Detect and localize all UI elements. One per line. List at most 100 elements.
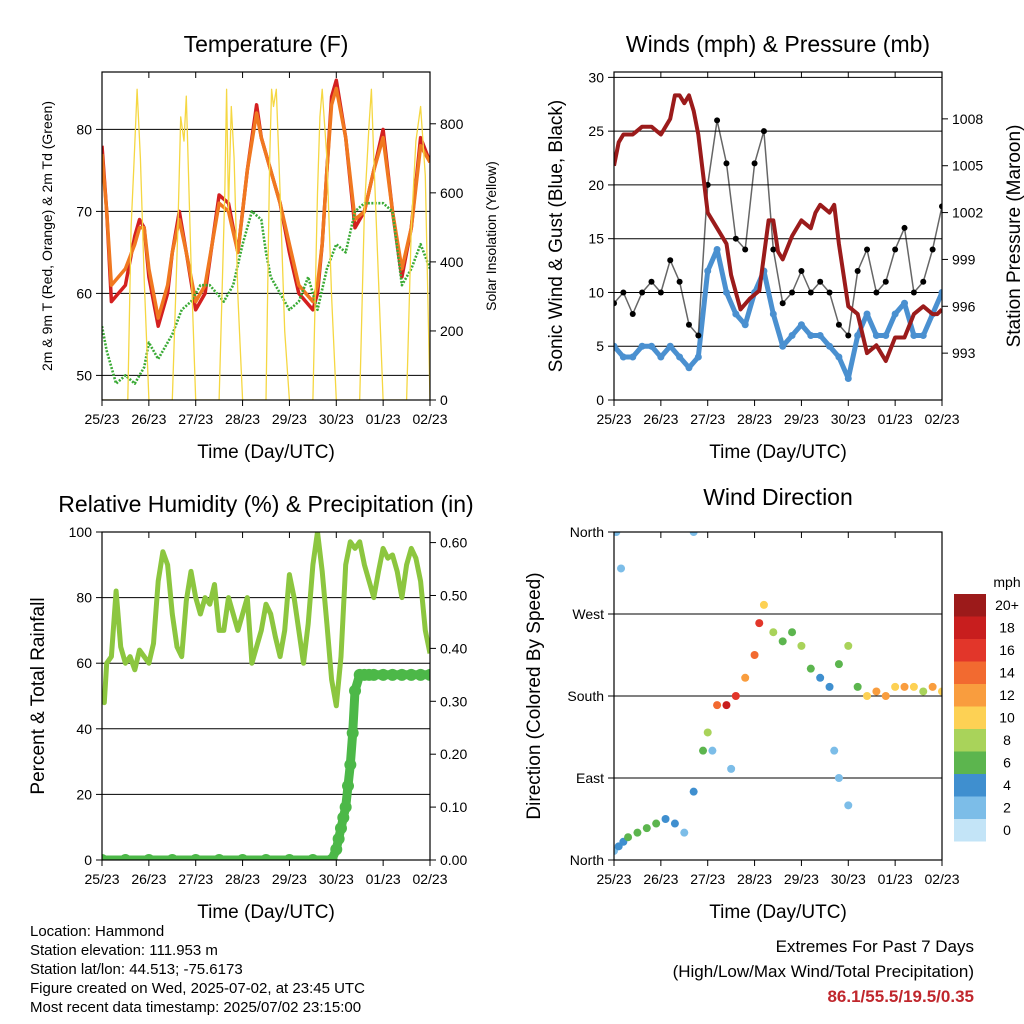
x-tick-label: 30/23 <box>319 871 354 887</box>
gust-trace <box>614 119 942 337</box>
x-axis-label: Time (Day/UTC) <box>197 902 335 923</box>
y-right-tick-label: 0.20 <box>440 746 467 762</box>
legend-label: 20+ <box>995 597 1019 613</box>
direction-point <box>825 682 834 691</box>
direction-point <box>633 828 642 837</box>
y-right-tick-label: 0.50 <box>440 587 467 603</box>
y-right-tick-label: 0.00 <box>440 852 467 868</box>
y-right-tick-label: 996 <box>952 298 976 314</box>
x-tick-label: 27/23 <box>690 871 725 887</box>
legend-swatch <box>954 684 986 707</box>
y-right-tick-label: 1008 <box>952 111 983 127</box>
plot-area <box>614 93 942 382</box>
legend-swatch <box>954 796 986 819</box>
x-axis-label: Time (Day/UTC) <box>197 442 335 463</box>
legend-label: 18 <box>999 620 1015 636</box>
latlon-text: Station lat/lon: 44.513; -75.6173 <box>30 961 243 978</box>
direction-point <box>661 815 670 823</box>
plot-frame <box>613 71 943 401</box>
direction-point <box>844 641 853 650</box>
location-text: Location: Hammond <box>30 923 165 940</box>
direction-point <box>788 628 797 637</box>
y-right-tick-label: 200 <box>440 323 464 339</box>
legend-label: 12 <box>999 687 1015 703</box>
y-right-tick-label: 0 <box>440 392 448 408</box>
chart-title: Wind Direction <box>703 484 853 510</box>
x-tick-label: 01/23 <box>878 871 913 887</box>
direction-point <box>769 628 778 637</box>
legend-swatch <box>954 661 986 684</box>
legend-swatch <box>954 729 986 752</box>
y-tick-label: 100 <box>69 524 93 540</box>
y-tick-label: 5 <box>596 338 604 354</box>
legend-swatch <box>954 616 986 639</box>
y-tick-label: 0 <box>84 852 92 868</box>
x-tick-label: 01/23 <box>878 411 913 427</box>
y-tick-label: 20 <box>76 786 92 802</box>
x-tick-label: 29/23 <box>784 411 819 427</box>
y-right-axis-label: Station Pressure (Maroon) <box>1004 125 1024 348</box>
direction-point <box>816 673 825 682</box>
y-axis-label: Percent & Total Rainfall <box>28 597 49 794</box>
legend-swatch <box>954 639 986 662</box>
direction-point <box>727 764 736 773</box>
x-tick-label: 28/23 <box>225 871 260 887</box>
direction-point <box>853 682 862 691</box>
wind-trace <box>614 246 942 381</box>
direction-point <box>689 532 698 536</box>
x-tick-label: 25/23 <box>596 411 631 427</box>
direction-point <box>881 692 890 700</box>
x-tick-label: 02/23 <box>412 411 447 427</box>
y-tick-label: 70 <box>76 203 92 219</box>
y-axis-label: Direction (Colored By Speed) <box>524 572 545 819</box>
legend-label: 0 <box>1003 822 1011 838</box>
chart-title: Relative Humidity (%) & Precipitation (i… <box>58 491 473 517</box>
y-tick-label: 30 <box>588 69 604 85</box>
rainfall-line <box>102 670 430 860</box>
chart-4: Wind Direction North East South West North 25/… <box>524 484 1021 923</box>
direction-point <box>703 728 712 737</box>
x-tick-label: 25/23 <box>84 871 119 887</box>
y-tick-label: 20 <box>588 177 604 193</box>
x-tick-label: 27/23 <box>178 411 213 427</box>
x-tick-label: 01/23 <box>366 411 401 427</box>
legend-swatch <box>954 706 986 729</box>
y-tick-label: 60 <box>76 285 92 301</box>
y-right-tick-label: 400 <box>440 254 464 270</box>
created-text: Figure created on Wed, 2025-07-02, at 23… <box>30 980 365 997</box>
x-tick-label: 29/23 <box>272 871 307 887</box>
direction-point <box>722 701 731 710</box>
direction-point <box>708 746 717 755</box>
direction-point <box>938 687 942 696</box>
direction-point <box>741 673 750 682</box>
x-tick-label: 29/23 <box>272 411 307 427</box>
extremes-title: Extremes For Past 7 Days <box>775 937 974 956</box>
y-axis-label: 2m & 9m T (Red, Orange) & 2m Td (Green) <box>39 101 55 371</box>
extremes-subtitle: (High/Low/Max Wind/Total Precipitation) <box>672 962 974 981</box>
extremes-values: 86.1/55.5/19.5/0.35 <box>827 987 974 1006</box>
legend-label: 14 <box>999 665 1015 681</box>
y-tick-label: 80 <box>76 121 92 137</box>
direction-point <box>750 651 759 659</box>
legend-swatch <box>954 594 986 617</box>
direction-point <box>778 637 787 646</box>
x-tick-label: 28/23 <box>225 411 260 427</box>
y-tick-label: East <box>576 770 604 786</box>
direction-point <box>891 682 900 691</box>
series-line-3 <box>102 88 430 400</box>
y-tick-label: 0 <box>596 392 604 408</box>
direction-point <box>652 819 661 828</box>
direction-point <box>909 682 918 691</box>
y-tick-label: 10 <box>588 284 604 300</box>
y-tick-label: 60 <box>76 655 92 671</box>
direction-point <box>830 746 839 755</box>
direction-point <box>699 746 708 755</box>
x-tick-label: 02/23 <box>924 871 959 887</box>
legend-label: 2 <box>1003 800 1011 816</box>
legend-label: 16 <box>999 642 1015 658</box>
pressure-line <box>614 93 942 363</box>
x-axis-label: Time (Day/UTC) <box>709 902 847 923</box>
y-right-tick-label: 600 <box>440 185 464 201</box>
legend-label: 10 <box>999 710 1015 726</box>
y-tick-label: 50 <box>76 367 92 383</box>
